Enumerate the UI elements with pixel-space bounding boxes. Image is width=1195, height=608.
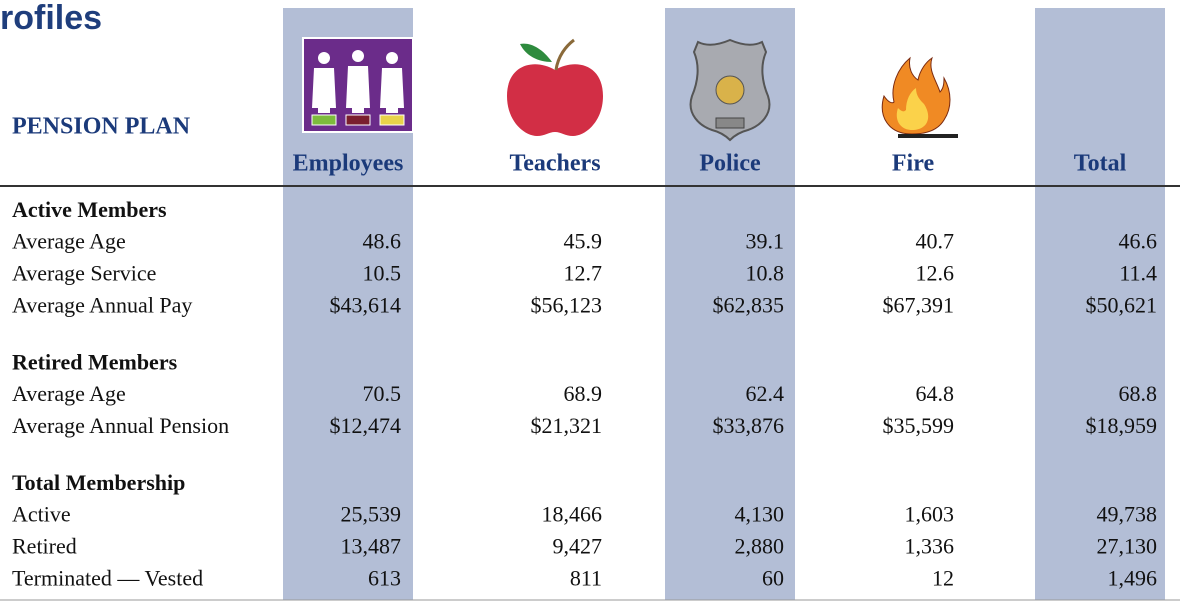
cell-value: $43,614 [330,293,402,318]
cell-value: $21,321 [531,413,603,438]
cell-value: 4,130 [735,502,785,527]
cell-value: $12,474 [330,413,402,438]
cell-value: 70.5 [363,381,402,406]
cell-value: $67,391 [883,293,955,318]
cell-value: $62,835 [713,293,785,318]
cell-value: 12.6 [916,261,955,286]
page: rofiles PENSION PLAN Employees Teachers Poli… [0,0,1195,608]
employees-icon [303,38,413,132]
column-header: Employees [293,151,404,177]
cell-value: 27,130 [1097,534,1158,559]
section-title: Retired Members [12,350,178,375]
cell-value: 49,738 [1097,502,1158,527]
page-title: rofiles [0,0,102,37]
cell-value: 1,603 [905,502,955,527]
column-header: Total [1074,151,1127,177]
cell-value: 68.9 [564,381,603,406]
row-label: Terminated — Vested [12,566,203,591]
column-header: Police [699,151,761,177]
cell-value: 10.8 [746,261,785,286]
cell-value: 2,880 [735,534,785,559]
cell-value: 39.1 [746,229,785,254]
cell-value: 48.6 [363,229,402,254]
cell-value: $35,599 [883,413,955,438]
row-label: Average Annual Pension [12,413,229,438]
cell-value: 1,496 [1108,566,1158,591]
section-title: Active Members [12,197,167,222]
cell-value: $50,621 [1086,293,1158,318]
cell-value: $18,959 [1086,413,1158,438]
cell-value: 11.4 [1119,261,1157,286]
cell-value: 40.7 [916,229,955,254]
cell-value: 18,466 [542,502,603,527]
cell-value: 12 [932,566,954,591]
column-header: Teachers [509,151,600,177]
cell-value: $33,876 [713,413,785,438]
apple-icon [507,40,603,136]
cell-value: 64.8 [916,381,955,406]
plan-label: PENSION PLAN [12,114,191,140]
cell-value: 46.6 [1119,229,1158,254]
cell-value: 60 [762,566,784,591]
cell-value: 613 [368,566,401,591]
row-label: Average Annual Pay [12,293,192,318]
cell-value: 9,427 [553,534,603,559]
cell-value: 10.5 [363,261,402,286]
cell-value: 1,336 [905,534,955,559]
row-label: Average Age [12,381,126,406]
cell-value: 25,539 [341,502,402,527]
fire-icon [882,58,958,138]
cell-value: 68.8 [1119,381,1158,406]
cell-value: 811 [570,566,602,591]
cell-value: $56,123 [531,293,603,318]
section-title: Total Membership [12,470,185,495]
row-label: Average Service [12,261,156,286]
cell-value: 45.9 [564,229,603,254]
cell-value: 62.4 [746,381,785,406]
cell-value: 12.7 [564,261,603,286]
row-label: Retired [12,534,77,559]
cell-value: 13,487 [341,534,402,559]
row-label: Active [12,502,71,527]
column-header: Fire [892,151,935,177]
row-label: Average Age [12,229,126,254]
badge-icon [691,40,770,140]
